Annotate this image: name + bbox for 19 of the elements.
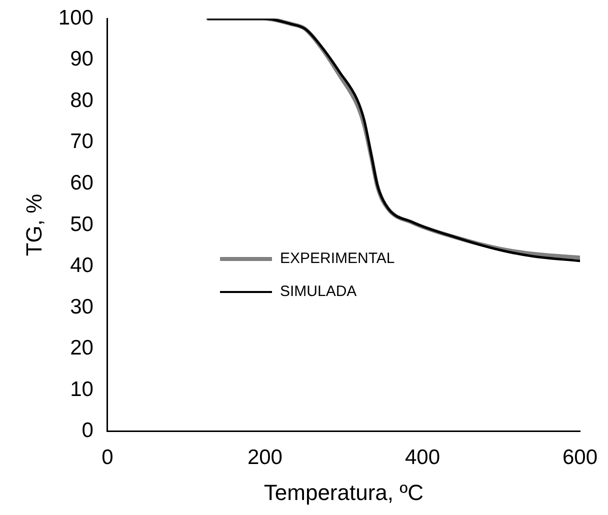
legend-label: EXPERIMENTAL xyxy=(280,250,395,267)
y-tick-label: 10 xyxy=(70,378,94,401)
y-tick-label: 60 xyxy=(70,172,94,195)
y-tick-label: 90 xyxy=(70,48,94,71)
y-tick-label: 20 xyxy=(70,336,94,360)
y-tick-label: 50 xyxy=(70,212,94,236)
y-tick-label: 70 xyxy=(70,130,94,154)
y-tick-label: 100 xyxy=(58,6,94,30)
x-tick-label: 400 xyxy=(404,446,440,469)
legend-label: SIMULADA xyxy=(280,283,357,300)
x-tick-label: 0 xyxy=(102,446,114,469)
y-axis-title: TG, % xyxy=(21,194,46,256)
y-tick-label: 40 xyxy=(70,254,94,278)
x-tick-label: 200 xyxy=(247,446,282,469)
x-axis-title: Temperatura, ºC xyxy=(264,480,424,505)
y-tick-label: 80 xyxy=(70,88,94,112)
y-tick-label: 0 xyxy=(82,419,94,442)
y-tick-label: 30 xyxy=(70,295,94,318)
x-tick-label: 600 xyxy=(562,446,598,469)
